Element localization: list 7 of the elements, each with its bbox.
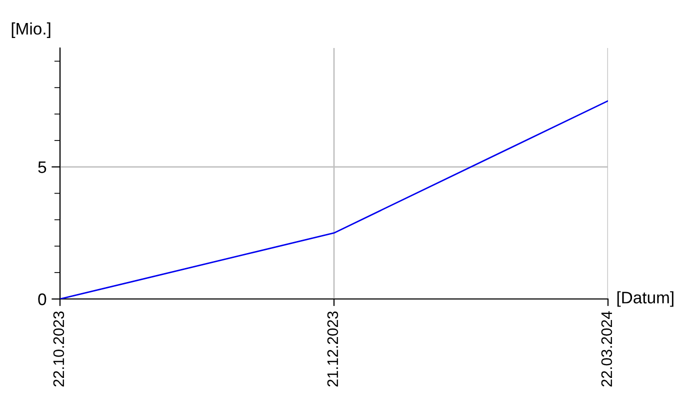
x-tick-label: 22.03.2024 [601,311,612,386]
y-axis-title: [Mio.] [12,22,50,38]
y-tick-label: 5 [38,161,46,174]
y-tick-label: 0 [38,293,46,306]
x-tick-label: 22.10.2023 [53,311,64,386]
x-tick-label: 21.12.2023 [327,311,338,386]
x-axis-title: [Datum] [617,291,674,307]
